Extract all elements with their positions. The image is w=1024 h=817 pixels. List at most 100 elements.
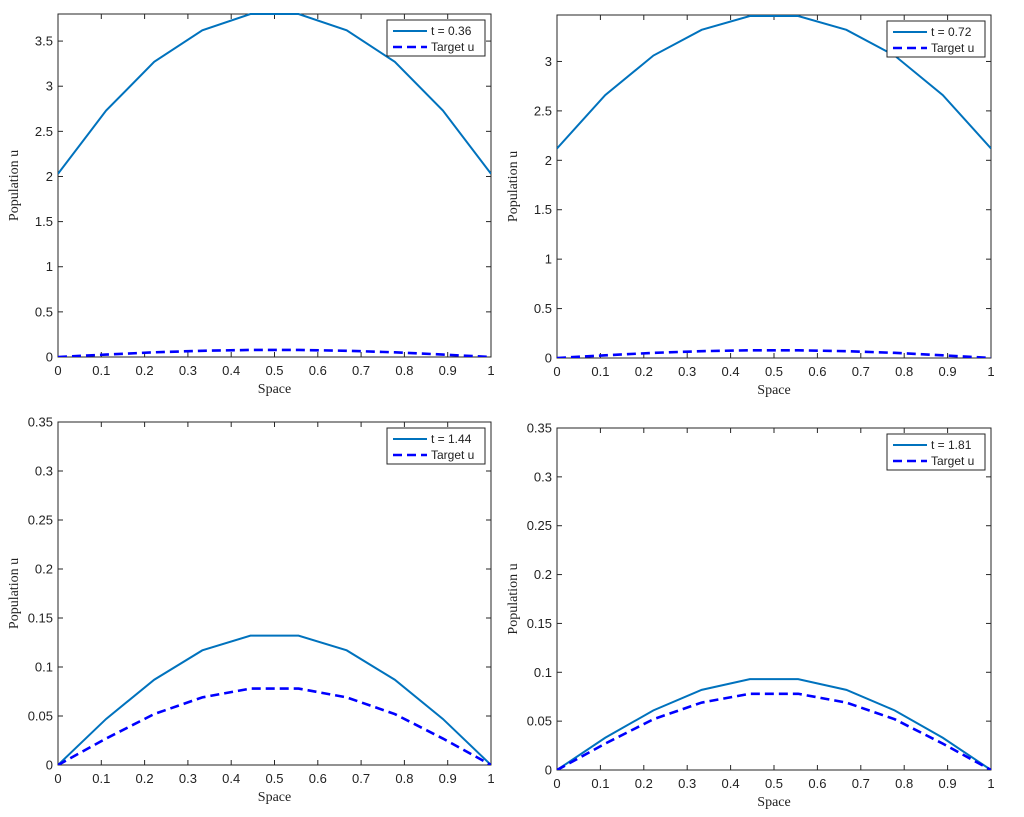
x-tick-label: 0.3 [179,771,197,786]
y-tick-label: 0.25 [527,518,552,533]
legend-box [886,433,986,471]
legend-box [386,19,486,57]
y-tick-label: 0 [545,763,552,778]
y-tick-label: 1.5 [35,214,53,229]
y-tick-label: 0.3 [35,464,53,479]
series-line-solution [557,14,991,150]
x-tick-label: 0.4 [722,776,740,791]
x-tick-label: 0.9 [439,363,457,378]
x-axis-title: Space [258,790,291,805]
x-tick-label: 0.6 [309,363,327,378]
legend-label: t = 1.44 [431,432,472,446]
y-tick-label: 0.15 [527,616,552,631]
y-axis-title: Population u [7,558,22,629]
x-tick-label: 0.2 [635,776,653,791]
x-tick-label: 0.5 [265,363,283,378]
legend-label: Target u [931,41,974,55]
x-tick-label: 0.1 [591,364,609,379]
x-tick-label: 0.2 [136,771,154,786]
y-tick-label: 0.1 [35,660,53,675]
x-tick-label: 0.3 [179,363,197,378]
y-tick-label: 0.15 [28,611,53,626]
legend: t = 0.72 Target u [886,20,986,58]
x-tick-label: 0.2 [635,364,653,379]
legend-label: Target u [431,448,474,462]
plot-area [57,13,492,358]
y-axis-title: Population u [506,151,521,222]
x-tick-label: 0.9 [939,364,957,379]
y-tick-label: 1 [46,259,53,274]
series-line-solution [557,678,991,770]
y-tick-label: 0.5 [534,301,552,316]
x-tick-label: 0.5 [765,364,783,379]
x-tick-label: 0.6 [309,771,327,786]
x-tick-label: 0.2 [136,363,154,378]
y-tick-label: 0.25 [28,513,53,528]
y-tick-label: 0.05 [527,714,552,729]
x-tick-label: 0.1 [92,771,110,786]
x-axis-title: Space [258,382,291,397]
plot-area [556,427,992,771]
y-tick-label: 0.05 [28,709,53,724]
y-tick-label: 2 [545,153,552,168]
y-tick-label: 3 [46,79,53,94]
legend-box [386,427,486,465]
x-tick-label: 1 [487,771,494,786]
legend-label: t = 1.81 [931,438,972,452]
chart-panel-4: 0 0.1 0.2 0.3 0.4 0.5 0.6 0.7 0.8 0.9 1 0 0.05 0.1 0.1… [506,421,995,811]
x-axis-title: Space [757,795,790,810]
x-tick-label: 0.8 [395,363,413,378]
series-line-target [557,348,991,358]
x-tick-label: 1 [987,776,994,791]
y-axis-title: Population u [506,563,521,634]
x-tick-label: 0.8 [395,771,413,786]
legend: t = 0.36 Target u [386,19,486,57]
y-tick-label: 2 [46,169,53,184]
x-tick-label: 0.6 [808,776,826,791]
x-tick-label: 0.6 [808,364,826,379]
plot-area [556,14,992,359]
series-line-target [557,692,991,770]
x-tick-label: 0 [54,363,61,378]
legend-label: t = 0.72 [931,25,972,39]
y-tick-label: 0.5 [35,304,53,319]
y-tick-label: 0.35 [28,415,53,430]
y-tick-label: 0.2 [534,567,552,582]
x-tick-label: 0.1 [92,363,110,378]
y-tick-label: 1.5 [534,202,552,217]
x-tick-label: 0 [54,771,61,786]
y-tick-label: 2.5 [534,103,552,118]
x-tick-label: 0.7 [352,771,370,786]
y-tick-label: 0 [46,350,53,365]
legend: t = 1.81 Target u [886,433,986,471]
x-tick-label: 0.9 [939,776,957,791]
x-tick-label: 0.8 [895,364,913,379]
x-tick-label: 0.3 [678,776,696,791]
x-tick-label: 0.5 [765,776,783,791]
x-tick-label: 0.4 [722,364,740,379]
x-tick-label: 0.4 [222,363,240,378]
y-tick-label: 0.2 [35,562,53,577]
x-tick-label: 0.7 [352,363,370,378]
series-line-solution [58,13,491,175]
legend: t = 1.44 Target u [386,427,486,465]
x-tick-label: 0 [553,776,560,791]
y-axis-title: Population u [7,150,22,221]
x-tick-label: 0.1 [591,776,609,791]
y-tick-label: 1 [545,252,552,267]
y-tick-label: 3 [545,54,552,69]
x-tick-label: 0 [553,364,560,379]
series-line-target [58,687,491,765]
chart-panel-3: 0 0.1 0.2 0.3 0.4 0.5 0.6 0.7 0.8 0.9 1 0 0.05 0.1 0.1… [7,415,495,806]
y-tick-label: 0.1 [534,665,552,680]
x-tick-label: 0.8 [895,776,913,791]
y-tick-label: 0 [46,758,53,773]
y-tick-label: 0.3 [534,469,552,484]
x-tick-label: 1 [987,364,994,379]
x-tick-label: 0.7 [852,776,870,791]
chart-panel-2: 0 0.1 0.2 0.3 0.4 0.5 0.6 0.7 0.8 0.9 1 0 0.5 1 1.5 2 2.… [506,14,995,398]
y-tick-label: 2.5 [35,124,53,139]
series-line-solution [58,634,491,765]
y-tick-label: 0 [545,351,552,366]
